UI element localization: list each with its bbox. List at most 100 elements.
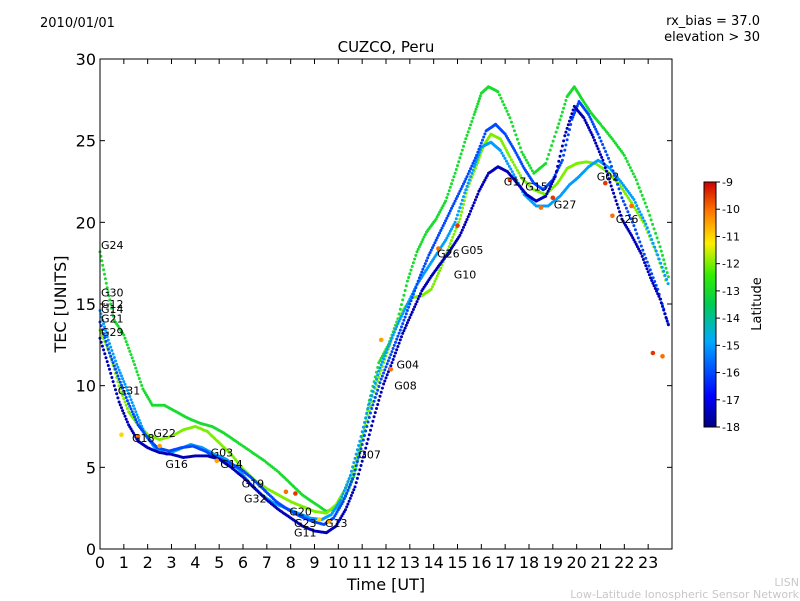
tec-point <box>117 377 121 381</box>
tec-point <box>370 424 374 428</box>
tec-point <box>389 364 393 368</box>
tec-point <box>547 187 551 191</box>
tec-point <box>411 308 415 311</box>
tec-point <box>651 241 655 245</box>
tec-point <box>498 137 502 141</box>
tec-point <box>564 143 568 147</box>
tec-point <box>120 390 123 394</box>
tec-point <box>134 418 138 422</box>
tec-point <box>462 195 465 199</box>
tec-point <box>448 242 452 246</box>
tec-point <box>395 325 399 328</box>
tec-point <box>552 177 556 181</box>
tec-point <box>457 220 461 224</box>
tec-point <box>571 108 575 112</box>
tec-point <box>447 211 451 215</box>
x-tick-label: 20 <box>566 553 586 572</box>
tec-point <box>615 202 619 206</box>
colorbar-tick-label: -11 <box>722 230 740 243</box>
tec-point <box>518 174 522 178</box>
tec-point <box>340 495 344 499</box>
y-tick-label: 30 <box>76 50 96 69</box>
tec-point <box>375 377 378 381</box>
tec-highlight-point <box>610 213 615 219</box>
tec-point <box>641 258 645 261</box>
tec-point <box>454 217 458 221</box>
tec-point <box>353 485 357 489</box>
tec-point <box>631 236 635 240</box>
y-tick-label: 5 <box>86 458 96 477</box>
tec-point <box>105 360 109 364</box>
tec-point <box>518 157 521 161</box>
satellite-label: G10 <box>454 269 477 282</box>
tec-point <box>422 235 426 239</box>
tec-point <box>346 502 350 506</box>
tec-point <box>610 188 614 192</box>
tec-point <box>380 360 384 364</box>
tec-point <box>116 396 120 400</box>
tec-highlight-point <box>660 354 665 359</box>
tec-point <box>391 358 395 361</box>
tec-point <box>632 224 636 228</box>
footer-org-short: LISN <box>774 576 799 589</box>
tec-point <box>390 361 394 365</box>
tec-point <box>400 325 403 329</box>
tec-point <box>124 340 128 344</box>
tec-point <box>415 300 419 304</box>
tec-point <box>626 210 630 214</box>
tec-point <box>520 150 524 154</box>
satellite-label: G11 <box>294 527 317 540</box>
tec-point <box>559 149 563 153</box>
tec-point <box>376 366 380 369</box>
tec-point <box>659 249 663 253</box>
tec-point <box>378 394 382 398</box>
tec-point <box>351 491 355 495</box>
y-tick-label: 25 <box>76 132 96 151</box>
tec-point <box>367 402 371 406</box>
tec-point <box>342 489 346 493</box>
tec-point <box>441 204 445 208</box>
tec-point <box>501 100 504 103</box>
tec-point <box>133 415 137 419</box>
rx-bias-label: rx_bias = 37.0 <box>666 14 760 29</box>
tec-point <box>655 289 658 293</box>
tec-point <box>121 377 125 381</box>
tec-point <box>469 175 473 179</box>
tec-point <box>627 196 630 200</box>
tec-point <box>104 281 108 285</box>
tec-point <box>647 273 651 277</box>
tec-point <box>450 239 453 242</box>
tec-point <box>475 153 479 157</box>
tec-point <box>444 238 448 242</box>
tec-point <box>467 169 471 173</box>
tec-point <box>559 161 563 165</box>
tec-point <box>345 491 349 495</box>
tec-point <box>445 196 449 200</box>
satellite-label: G23 <box>294 517 317 530</box>
tec-point <box>627 191 631 195</box>
tec-point <box>100 334 104 338</box>
tec-point <box>123 392 127 396</box>
tec-point <box>483 178 487 182</box>
tec-point <box>515 168 519 172</box>
tec-point <box>590 133 594 137</box>
tec-point <box>631 172 635 176</box>
tec-point <box>610 164 613 168</box>
satellite-label: G08 <box>394 380 417 393</box>
tec-point <box>415 282 419 286</box>
tec-point <box>593 138 596 142</box>
tec-point <box>435 236 439 240</box>
tec-point <box>649 218 653 222</box>
tec-point <box>657 257 661 261</box>
tec-point <box>665 271 669 275</box>
tec-point <box>439 266 443 270</box>
tec-point <box>104 331 108 335</box>
x-tick-label: 5 <box>214 553 224 572</box>
tec-point <box>453 199 457 203</box>
tec-point <box>384 376 388 380</box>
tec-point <box>452 232 456 236</box>
tec-point <box>470 171 474 175</box>
satellite-label: G22 <box>153 427 176 440</box>
tec-point <box>395 337 399 341</box>
tec-point <box>465 218 469 221</box>
